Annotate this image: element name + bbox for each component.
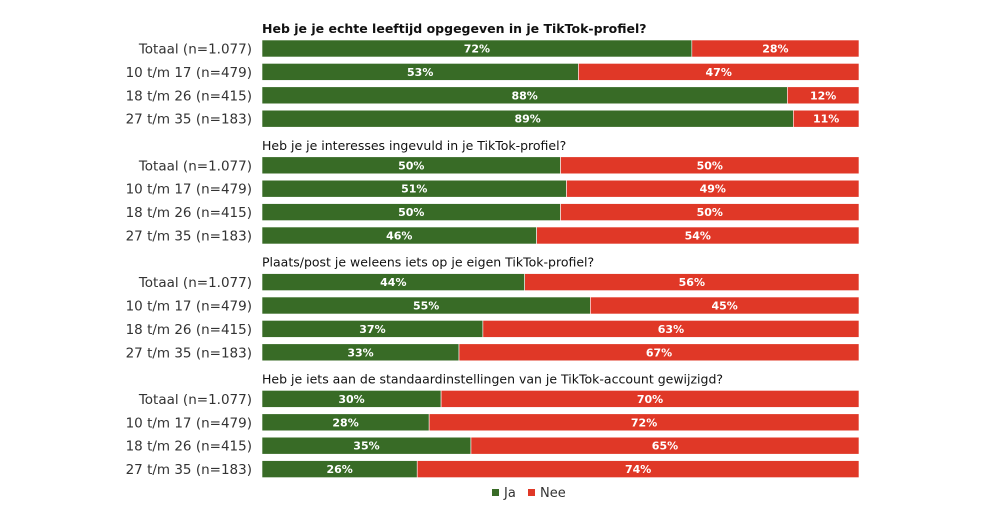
category-label: 10 t/m 17 (n=479) — [126, 299, 252, 315]
data-label: 50% — [697, 159, 723, 172]
bar-segment-nee — [566, 179, 860, 198]
data-label: 88% — [512, 89, 538, 102]
data-label: 89% — [514, 113, 540, 126]
category-label: 10 t/m 17 (n=479) — [126, 182, 252, 198]
category-label: 18 t/m 26 (n=415) — [126, 88, 252, 104]
category-label: 27 t/m 35 (n=183) — [126, 112, 252, 128]
category-label: 18 t/m 26 (n=415) — [126, 439, 252, 455]
bar-segment-nee — [524, 273, 860, 291]
bar-segment-nee — [787, 86, 860, 105]
data-label: 28% — [332, 416, 358, 429]
legend-swatch-ja — [492, 489, 499, 496]
data-label: 72% — [464, 43, 490, 56]
data-label: 55% — [413, 300, 439, 313]
data-label: 47% — [706, 66, 732, 79]
legend-label: Ja — [503, 486, 516, 501]
category-label: 10 t/m 17 (n=479) — [126, 415, 252, 431]
legend: Ja Nee — [492, 486, 566, 501]
data-label: 54% — [685, 230, 711, 243]
bar-segment-nee — [560, 203, 860, 221]
bar-segment-nee — [590, 296, 860, 315]
bar-segment-nee — [440, 390, 860, 408]
data-label: 70% — [637, 393, 663, 406]
category-label: 27 t/m 35 (n=183) — [126, 462, 252, 478]
data-label: 67% — [646, 346, 672, 359]
legend-swatch-nee — [528, 489, 535, 496]
bar-segment-nee — [536, 226, 860, 245]
panel-2: Heb je je interesses ingevuld in je TikT… — [126, 138, 860, 245]
panel-1: Heb je je echte leeftijd opgegeven in je… — [126, 21, 860, 128]
data-label: 53% — [407, 66, 433, 79]
category-label: 27 t/m 35 (n=183) — [126, 345, 252, 361]
data-label: 49% — [700, 183, 726, 196]
bar-segment-nee — [793, 109, 860, 128]
data-label: 45% — [711, 300, 737, 313]
data-label: 65% — [652, 440, 678, 453]
bar-segment-nee — [560, 156, 860, 175]
data-label: 44% — [380, 276, 406, 289]
data-label: 50% — [398, 159, 424, 172]
data-label: 56% — [679, 276, 705, 289]
data-label: 35% — [353, 440, 379, 453]
bar-segment-nee — [482, 320, 860, 338]
category-label: Totaal (n=1.077) — [138, 42, 252, 58]
legend-label: Nee — [540, 486, 566, 501]
panel-title: Heb je je interesses ingevuld in je TikT… — [262, 138, 566, 153]
panel-3: Plaats/post je weleens iets op je eigen … — [126, 255, 860, 362]
panel-4: Heb je iets aan de standaardinstellingen… — [126, 371, 860, 478]
panel-title: Heb je iets aan de standaardinstellingen… — [262, 371, 723, 386]
category-label: Totaal (n=1.077) — [138, 158, 252, 174]
category-label: 27 t/m 35 (n=183) — [126, 229, 252, 245]
data-label: 30% — [338, 393, 364, 406]
category-label: Totaal (n=1.077) — [138, 392, 252, 408]
data-label: 12% — [810, 89, 836, 102]
data-label: 26% — [326, 463, 352, 476]
data-label: 46% — [386, 230, 412, 243]
data-label: 72% — [631, 416, 657, 429]
category-label: Totaal (n=1.077) — [138, 275, 252, 291]
bar-segment-nee — [458, 343, 860, 362]
data-label: 28% — [762, 43, 788, 56]
bar-segment-nee — [578, 63, 860, 81]
data-label: 37% — [359, 323, 385, 336]
data-label: 11% — [813, 113, 839, 126]
category-label: 10 t/m 17 (n=479) — [126, 65, 252, 81]
bar-segment-nee — [428, 413, 860, 432]
data-label: 50% — [697, 206, 723, 219]
bar-segment-nee — [416, 460, 860, 478]
data-label: 74% — [625, 463, 651, 476]
data-label: 33% — [347, 346, 373, 359]
panel-title: Heb je je echte leeftijd opgegeven in je… — [262, 21, 647, 36]
category-label: 18 t/m 26 (n=415) — [126, 322, 252, 338]
data-label: 63% — [658, 323, 684, 336]
bar-segment-nee — [691, 39, 860, 58]
category-label: 18 t/m 26 (n=415) — [126, 205, 252, 221]
bar-segment-nee — [470, 436, 860, 455]
panel-title: Plaats/post je weleens iets op je eigen … — [262, 255, 594, 270]
data-label: 51% — [401, 183, 427, 196]
data-label: 50% — [398, 206, 424, 219]
